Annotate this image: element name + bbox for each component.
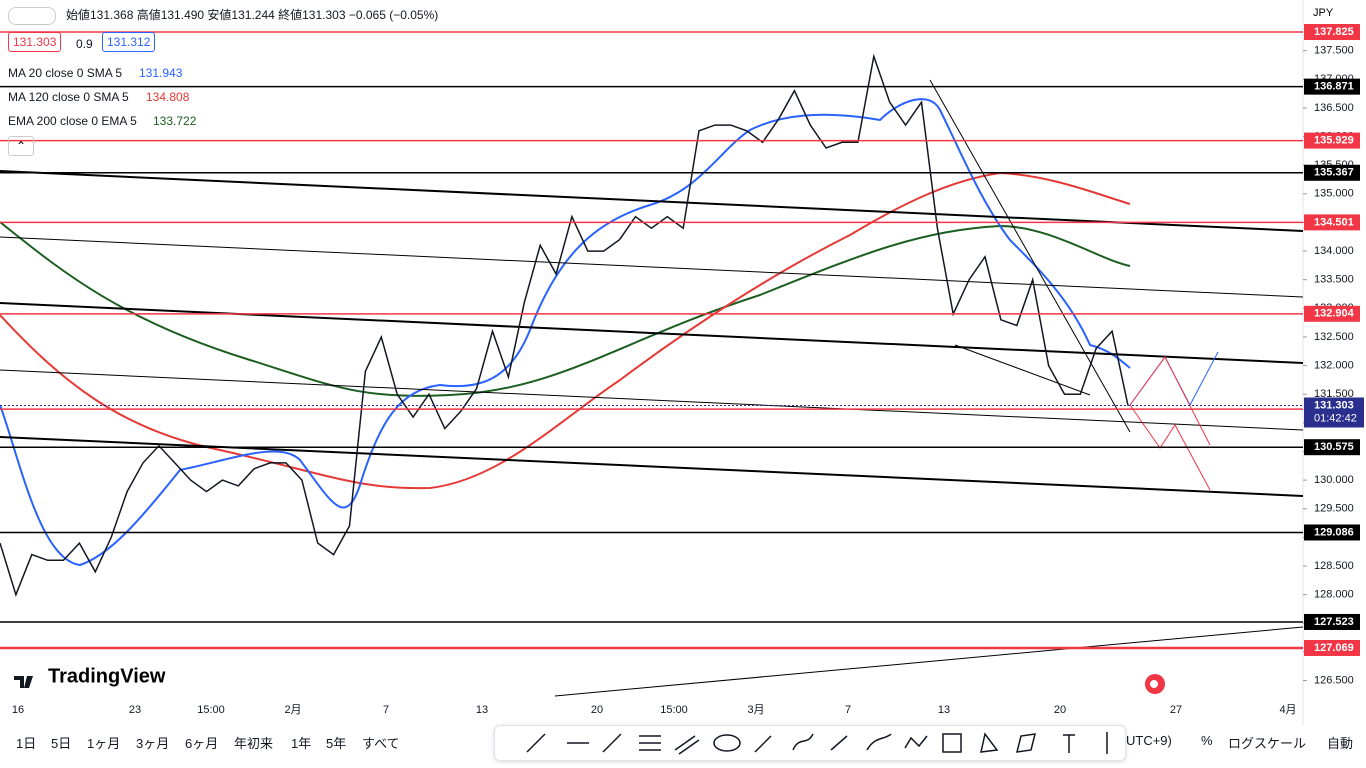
y-tick-label: 134.000 xyxy=(1314,245,1354,257)
toolbar-auto[interactable]: 自動 xyxy=(1327,736,1354,751)
range-button[interactable]: 1ヶ月 xyxy=(87,736,121,751)
x-tick-label: 3月 xyxy=(747,704,764,716)
currency[interactable]: JPY xyxy=(1313,7,1334,19)
x-tick-label: 23 xyxy=(129,704,141,716)
indicator-label: EMA 200 close 0 EMA 5 xyxy=(8,114,137,128)
level-label: 127.069 xyxy=(1314,642,1354,654)
level-label: 137.825 xyxy=(1314,26,1354,38)
y-tick-label: 133.500 xyxy=(1314,274,1354,286)
price-line xyxy=(0,53,1129,597)
current-price-box xyxy=(1304,397,1364,428)
decor xyxy=(0,0,1304,725)
range-button[interactable]: 3ヶ月 xyxy=(136,736,170,751)
range-button[interactable]: 5日 xyxy=(51,736,72,751)
level-box xyxy=(1304,214,1360,231)
level-label: 130.575 xyxy=(1314,441,1354,453)
range-button[interactable]: 1年 xyxy=(291,736,312,751)
range-button[interactable]: 5年 xyxy=(326,736,347,751)
y-tick-label: 135.000 xyxy=(1314,188,1354,200)
toolbar-log[interactable]: ログスケール xyxy=(1228,736,1307,751)
x-tick-label: 15:00 xyxy=(197,704,225,716)
level-label: 136.871 xyxy=(1314,81,1354,93)
level-box xyxy=(1304,524,1360,541)
indicator-value: 133.722 xyxy=(153,114,197,128)
ohlc-text: 始値131.368 高値131.490 安値131.244 終値131.303 … xyxy=(66,8,439,22)
x-tick-label: 7 xyxy=(845,704,851,716)
range-button[interactable]: 年初来 xyxy=(234,736,274,751)
level-box xyxy=(1304,78,1360,95)
y-tick-label: 131.500 xyxy=(1314,388,1354,400)
x-tick-label: 15:00 xyxy=(660,704,688,716)
level-label: 127.523 xyxy=(1314,616,1354,628)
level-box xyxy=(1304,164,1360,181)
x-tick-label: 4月 xyxy=(1279,704,1296,716)
x-tick-label: 13 xyxy=(938,704,950,716)
toolbar-timezone[interactable]: UTC+9) xyxy=(1126,733,1172,748)
drawing-toolbar xyxy=(494,725,1126,761)
level-box xyxy=(1304,132,1360,149)
y-tick-label: 137.500 xyxy=(1314,45,1354,57)
indicator-label: MA 120 close 0 SMA 5 xyxy=(8,90,129,104)
collapse-button[interactable]: ⌃ xyxy=(8,136,34,156)
y-tick-label: 128.000 xyxy=(1314,589,1354,601)
x-tick-label: 20 xyxy=(1054,704,1066,716)
level-box xyxy=(1304,639,1360,656)
y-tick-label: 128.500 xyxy=(1314,560,1354,572)
toolbar-percent[interactable]: % xyxy=(1201,733,1213,748)
level-label: 132.904 xyxy=(1314,308,1355,320)
y-tick-label: 136.500 xyxy=(1314,102,1354,114)
range-button[interactable]: 6ヶ月 xyxy=(185,736,219,751)
indicator-value: 131.943 xyxy=(139,66,183,80)
x-tick-label: 13 xyxy=(476,704,488,716)
level-box xyxy=(1304,439,1360,456)
level-box xyxy=(1304,305,1360,322)
level-box xyxy=(1304,24,1360,41)
indicator-label: MA 20 close 0 SMA 5 xyxy=(8,66,123,80)
y-tick-label: 126.500 xyxy=(1314,674,1354,686)
level-box xyxy=(1304,613,1360,630)
logo-icon xyxy=(14,676,33,688)
x-tick-label: 16 xyxy=(12,704,24,716)
countdown: 01:42:42 xyxy=(1314,412,1357,424)
y-tick-label: 130.000 xyxy=(1314,474,1354,486)
range-button[interactable]: 1日 xyxy=(16,736,37,751)
bid-box[interactable]: 131.303 xyxy=(8,32,62,52)
y-tick-label: 129.500 xyxy=(1314,503,1354,515)
x-tick-label: 20 xyxy=(591,704,603,716)
indicator-value: 134.808 xyxy=(146,90,190,104)
x-tick-label: 7 xyxy=(383,704,389,716)
logo: TradingView xyxy=(48,665,166,687)
range-button[interactable]: すべて xyxy=(362,736,400,751)
drawing-tools[interactable] xyxy=(495,726,1125,760)
current-price-label: 131.303 xyxy=(1314,399,1354,411)
header-ohlc: 始値131.368 高値131.490 安値131.244 終値131.303 … xyxy=(8,6,438,25)
level-label: 129.086 xyxy=(1314,526,1354,538)
level-label: 134.501 xyxy=(1314,216,1354,228)
level-label: 135.367 xyxy=(1314,167,1354,179)
symbol-icons[interactable] xyxy=(8,6,56,25)
x-tick-label: 27 xyxy=(1170,704,1182,716)
level-label: 135.929 xyxy=(1314,134,1354,146)
x-tick-label: 2月 xyxy=(284,704,301,716)
spread: 0.9 xyxy=(76,37,93,51)
y-tick-label: 132.500 xyxy=(1314,331,1354,343)
ask-box[interactable]: 131.312 xyxy=(102,32,156,52)
y-tick-label: 132.000 xyxy=(1314,359,1354,371)
